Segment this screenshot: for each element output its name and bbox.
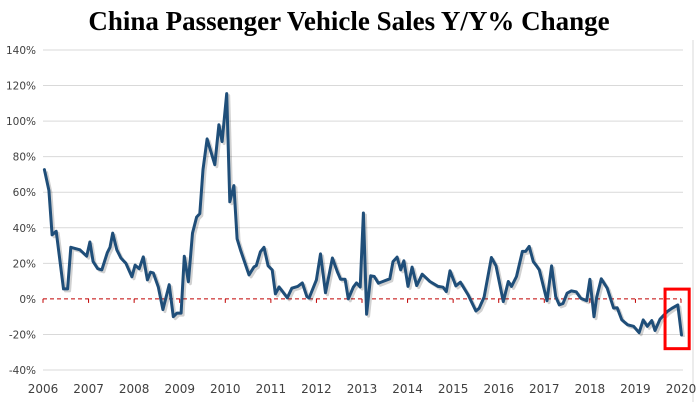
y-tick-label: 100% xyxy=(6,116,36,128)
series-line-group xyxy=(42,92,685,338)
y-tick-label: 120% xyxy=(6,81,36,93)
y-tick-label: 20% xyxy=(13,258,36,270)
x-tick-label: 2013 xyxy=(347,382,378,396)
x-tick-label: 2018 xyxy=(575,382,606,396)
x-tick-label: 2008 xyxy=(119,382,150,396)
series-line-shadow xyxy=(44,94,685,338)
x-tick-label: 2007 xyxy=(73,382,104,396)
series-line xyxy=(42,92,683,337)
x-tick-label: 2015 xyxy=(438,382,469,396)
chart-title: China Passenger Vehicle Sales Y/Y% Chang… xyxy=(88,6,609,36)
x-tick-label: 2012 xyxy=(301,382,332,396)
highlight-box xyxy=(663,287,691,351)
zero-line xyxy=(42,298,682,303)
y-tick-label: 40% xyxy=(13,223,36,235)
gridlines xyxy=(43,40,694,402)
x-tick-label: 2020 xyxy=(666,382,697,396)
x-tick-label: 2010 xyxy=(210,382,241,396)
x-axis: 2006 2007 2008 2009 2010 2011 2012 2013 2014 2015… xyxy=(28,382,697,396)
x-tick-label: 2016 xyxy=(483,382,514,396)
highlight-box-group xyxy=(663,287,691,351)
y-tick-label: -20% xyxy=(9,329,36,341)
x-tick-label: 2017 xyxy=(529,382,560,396)
y-tick-label: 0% xyxy=(19,294,36,306)
x-tick-label: 2006 xyxy=(28,382,59,396)
x-tick-label: 2011 xyxy=(256,382,287,396)
y-tick-label: 60% xyxy=(13,187,36,199)
y-tick-label: -40% xyxy=(9,365,36,377)
x-tick-label: 2014 xyxy=(392,382,423,396)
y-tick-label: 140% xyxy=(6,45,36,57)
x-tick-label: 2009 xyxy=(164,382,195,396)
x-tick-label: 2019 xyxy=(620,382,651,396)
y-tick-label: 80% xyxy=(13,152,36,164)
y-axis: -40% -20% 0% 20% 40% 60% 80% 100% 120% 140% xyxy=(6,45,36,377)
